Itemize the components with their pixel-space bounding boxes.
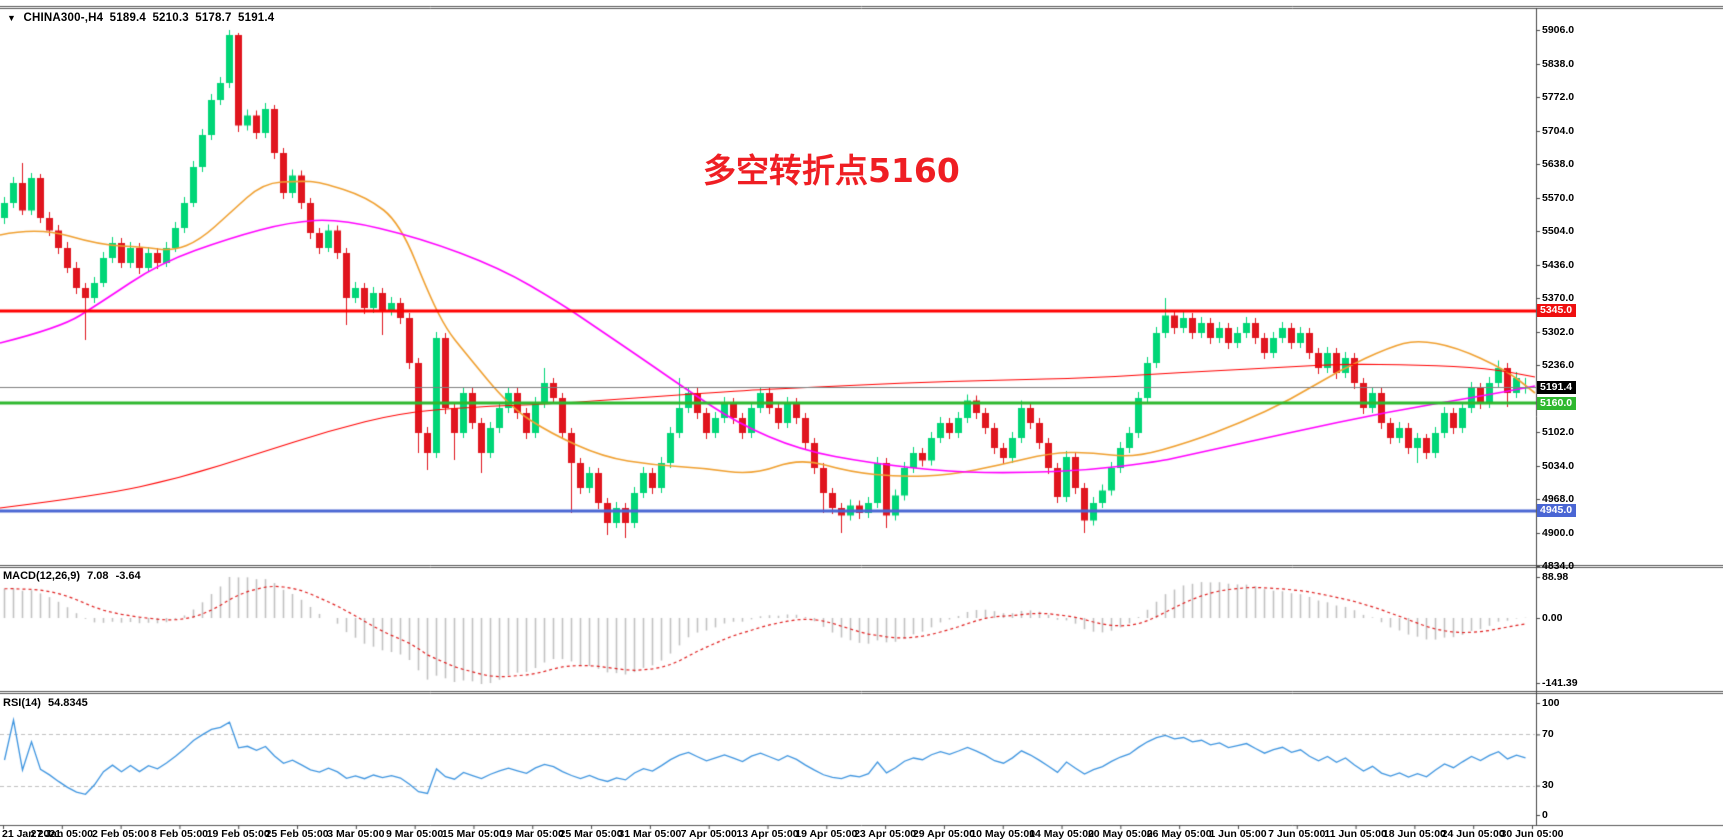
time-axis-label: 27 Jan 05:00 <box>30 828 94 840</box>
price-tick-label: 5236.0 <box>1542 358 1575 371</box>
time-axis-label: 25 Mar 05:00 <box>559 828 623 840</box>
time-axis-label: 8 Feb 05:00 <box>150 828 209 840</box>
price-badge: 4945.0 <box>1537 504 1577 517</box>
quote-low: 5178.7 <box>195 12 232 24</box>
price-tick-label: 4900.0 <box>1542 526 1575 539</box>
annotation-text: 多空转折点5160 <box>703 151 960 190</box>
rsi-value: 54.8345 <box>47 697 88 709</box>
price-tick-label: 5906.0 <box>1542 23 1575 36</box>
time-axis-label: 29 Apr 05:00 <box>912 828 975 840</box>
time-axis-label: 9 Mar 05:00 <box>386 828 444 840</box>
time-axis-label: 19 Mar 05:00 <box>500 828 564 840</box>
time-axis-label: 11 Jun 05:00 <box>1324 828 1387 840</box>
time-axis-label: 15 Mar 05:00 <box>441 828 505 840</box>
quote-close: 5191.4 <box>238 12 275 24</box>
time-axis-label: 30 Jun 05:00 <box>1500 828 1564 840</box>
time-axis-label: 13 Apr 05:00 <box>736 828 799 840</box>
time-axis-label: 25 Feb 05:00 <box>265 828 329 840</box>
time-axis-label: 7 Apr 05:00 <box>680 828 737 840</box>
macd-value-signal: -3.64 <box>115 570 141 582</box>
price-tick-label: 5302.0 <box>1542 325 1575 338</box>
macd-axis-label: -141.39 <box>1542 676 1578 689</box>
rsi-indicator-label: RSI(14) 54.8345 <box>3 697 92 709</box>
macd-indicator-label: MACD(12,26,9) 7.08 -3.64 <box>3 570 145 582</box>
time-axis-label: 20 May 05:00 <box>1087 828 1153 840</box>
time-axis-label: 19 Apr 05:00 <box>795 828 858 840</box>
quote-open: 5189.4 <box>109 12 147 24</box>
price-tick-label: 5570.0 <box>1542 191 1575 204</box>
chart-title: ▼ CHINA300-,H4 5189.4 5210.3 5178.7 5191… <box>7 12 277 24</box>
time-axis-label: 21 Jan 2021 <box>2 828 61 840</box>
price-tick-label: 5370.0 <box>1542 291 1575 304</box>
price-tick-label: 5436.0 <box>1542 258 1575 271</box>
price-badge: 5191.4 <box>1537 380 1577 394</box>
macd-axis-label: 88.98 <box>1542 570 1569 583</box>
rsi-axis-label: 0 <box>1542 808 1548 821</box>
rsi-axis-label: 100 <box>1542 696 1560 709</box>
price-tick-label: 4834.0 <box>1542 559 1575 572</box>
price-tick-label: 4968.0 <box>1542 492 1575 505</box>
time-axis-label: 3 Mar 05:00 <box>327 828 385 840</box>
price-tick-label: 5638.0 <box>1542 157 1575 170</box>
price-tick-label: 5504.0 <box>1542 224 1575 237</box>
time-axis-label: 31 Mar 05:00 <box>618 828 682 840</box>
symbol-period-label: CHINA300-,H4 <box>23 12 104 24</box>
macd-name: MACD(12,26,9) <box>3 570 81 582</box>
chevron-down-icon[interactable]: ▼ <box>7 13 17 23</box>
time-axis-label: 24 Jun 05:00 <box>1441 828 1505 840</box>
time-axis-label: 23 Apr 05:00 <box>854 828 917 840</box>
rsi-name: RSI(14) <box>3 697 41 709</box>
time-axis-label: 14 May 05:00 <box>1029 828 1094 840</box>
price-tick-label: 5034.0 <box>1542 459 1575 472</box>
macd-value-main: 7.08 <box>87 570 109 582</box>
quote-high: 5210.3 <box>152 12 189 24</box>
time-axis-label: 7 Jun 05:00 <box>1268 828 1326 840</box>
time-axis-label: 18 Jun 05:00 <box>1382 828 1446 840</box>
macd-axis-label: 0.00 <box>1542 611 1563 624</box>
time-axis-label: 2 Feb 05:00 <box>92 828 150 840</box>
price-tick-label: 5102.0 <box>1542 425 1575 438</box>
price-badge: 5160.0 <box>1537 396 1577 410</box>
time-axis-label: 10 May 05:00 <box>970 828 1036 840</box>
rsi-axis-label: 30 <box>1542 779 1554 792</box>
time-axis-label: 1 Jun 05:00 <box>1209 828 1267 840</box>
time-axis-label: 19 Feb 05:00 <box>206 828 270 840</box>
rsi-axis-label: 70 <box>1542 727 1554 740</box>
price-badge: 5345.0 <box>1537 304 1577 317</box>
price-tick-label: 5704.0 <box>1542 124 1575 137</box>
price-tick-label: 5838.0 <box>1542 57 1575 70</box>
time-axis-label: 26 May 05:00 <box>1146 828 1212 840</box>
price-tick-label: 5772.0 <box>1542 90 1575 103</box>
